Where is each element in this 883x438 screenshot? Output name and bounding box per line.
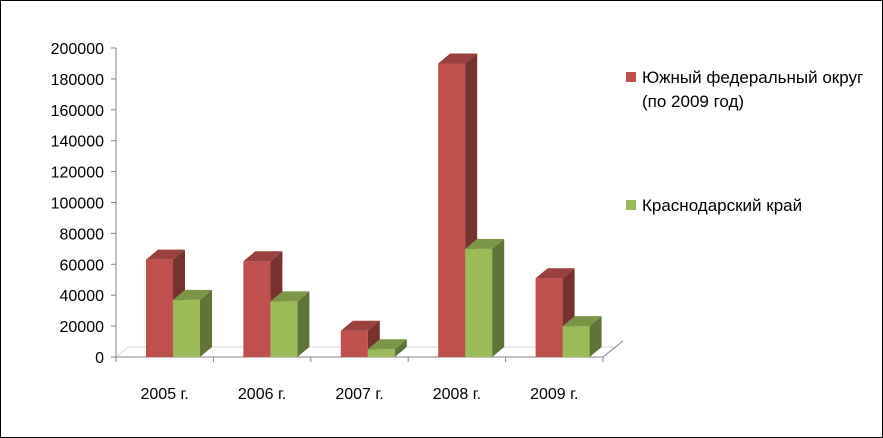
legend-swatch-series-1 bbox=[626, 72, 636, 82]
bar-top-series-2 bbox=[270, 291, 310, 302]
x-tick-label: 2008 г. bbox=[433, 386, 481, 403]
bar-side-series-2 bbox=[297, 291, 310, 357]
bar-series-1 bbox=[340, 330, 368, 357]
y-tick-label: 80000 bbox=[60, 226, 105, 243]
bar-series-1 bbox=[438, 63, 466, 357]
bar-top-series-1 bbox=[438, 53, 478, 64]
x-axis-depth-line bbox=[602, 340, 624, 358]
x-tick-label: 2005 г. bbox=[141, 386, 189, 403]
x-tick-label: 2007 г. bbox=[335, 386, 383, 403]
bar-side-series-2 bbox=[200, 289, 212, 357]
legend-label-series-2: Краснодарский край bbox=[642, 196, 803, 215]
y-tick-label: 160000 bbox=[51, 103, 104, 120]
bar-series-2 bbox=[173, 299, 200, 357]
bar-side-series-2 bbox=[589, 316, 602, 357]
bar-series-2 bbox=[465, 248, 493, 357]
y-tick-label: 60000 bbox=[60, 257, 105, 274]
bar-series-2 bbox=[367, 349, 395, 357]
bar-top-series-2 bbox=[173, 289, 212, 300]
legend-item-series-1: Южный федеральный округ (по 2009 год) bbox=[626, 66, 866, 114]
y-tick-label: 0 bbox=[95, 350, 104, 367]
bar-side-series-2 bbox=[492, 238, 505, 357]
y-tick-label: 200000 bbox=[51, 41, 104, 58]
bar-side-series-2 bbox=[394, 339, 407, 357]
bar-series-1 bbox=[146, 259, 173, 357]
bar-series-2 bbox=[270, 301, 298, 357]
bar-top-series-1 bbox=[243, 251, 283, 262]
bar-series-1 bbox=[243, 261, 271, 357]
legend-swatch-series-2 bbox=[626, 200, 636, 210]
bar-series-1 bbox=[535, 278, 563, 357]
y-tick-label: 140000 bbox=[51, 134, 104, 151]
y-tick-label: 40000 bbox=[60, 288, 105, 305]
legend-label-series-1: Южный федеральный округ (по 2009 год) bbox=[642, 68, 864, 111]
bar-top-series-2 bbox=[562, 316, 602, 327]
bar-top-series-2 bbox=[465, 238, 505, 249]
y-tick-label: 20000 bbox=[60, 319, 105, 336]
legend-item-series-2: Краснодарский край bbox=[626, 194, 802, 218]
y-tick-label: 180000 bbox=[51, 72, 104, 89]
bar-top-series-1 bbox=[146, 249, 185, 260]
y-tick-label: 100000 bbox=[51, 196, 104, 213]
bar-top-series-1 bbox=[535, 268, 575, 279]
bar-series-2 bbox=[562, 326, 590, 357]
y-tick-label: 120000 bbox=[51, 165, 104, 182]
bar-top-series-2 bbox=[367, 339, 407, 350]
x-tick-label: 2006 г. bbox=[238, 386, 286, 403]
bar-top-series-1 bbox=[340, 320, 380, 331]
x-tick-label: 2009 г. bbox=[530, 386, 578, 403]
